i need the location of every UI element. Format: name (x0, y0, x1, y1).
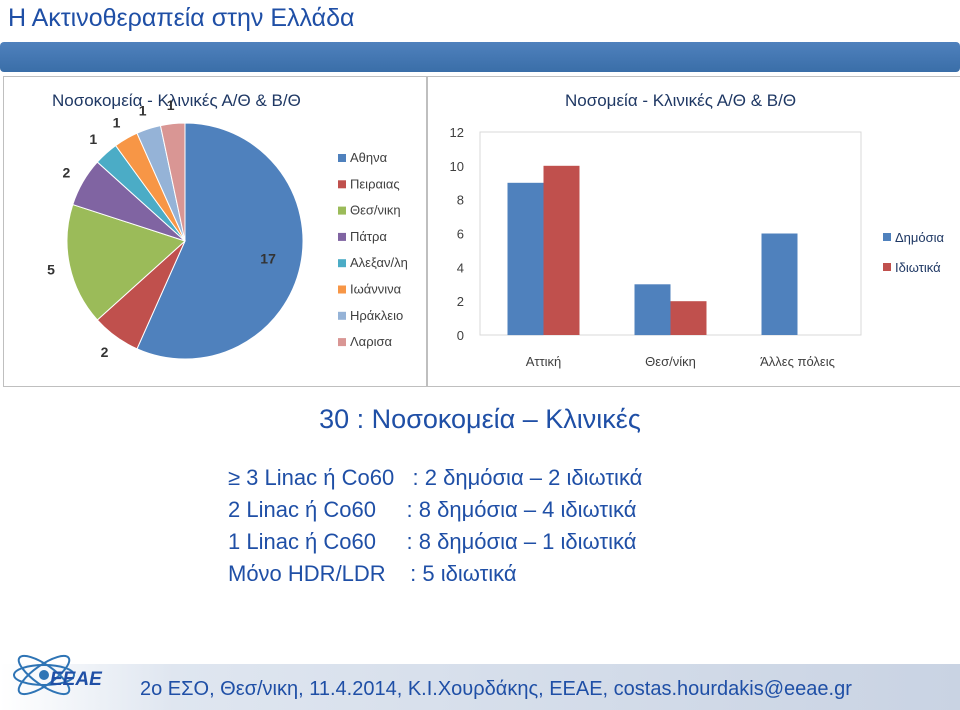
pie-data-label: 1 (139, 103, 147, 119)
pie-chart: Νοσοκομεία - Κλινικές Α/Θ & Β/Θ 17252111… (47, 91, 408, 360)
logo-text: ΕΕΑΕ (50, 669, 103, 690)
x-category-label: Άλλες πόλεις (760, 354, 835, 369)
pie-data-label: 2 (63, 165, 71, 181)
atom-icon (13, 654, 75, 696)
bar (543, 165, 580, 335)
pie-data-label: 1 (89, 131, 97, 147)
legend-label: Πειραιας (350, 176, 400, 191)
pie-slice (66, 203, 186, 321)
bar-chart-title: Νοσομεία - Κλινικές Α/Θ & Β/Θ (565, 91, 796, 110)
y-tick-label: 8 (457, 193, 464, 208)
legend-swatch (338, 154, 346, 162)
legend-label: Αθηνα (350, 150, 388, 165)
pie-data-label: 17 (260, 251, 276, 267)
legend-label: Ηράκλειο (350, 308, 403, 323)
bar (670, 301, 707, 335)
bar (634, 284, 671, 336)
summary-lines: ≥ 3 Linac ή Co60 : 2 δημόσια – 2 ιδιωτικ… (228, 462, 642, 590)
bar-chart-panel: Νοσομεία - Κλινικές Α/Θ & Β/Θ 0 2 4 6 8 10 12 … (427, 76, 960, 387)
summary-heading: 30 : Νοσοκομεία – Κλινικές (319, 404, 641, 434)
pie-data-label: 1 (167, 97, 175, 113)
legend-swatch (338, 311, 346, 320)
y-tick-label: 10 (450, 159, 464, 174)
legend-label: Ιδιωτικά (895, 260, 941, 275)
y-tick-label: 6 (457, 227, 464, 242)
pie-data-label: 1 (113, 114, 121, 130)
y-tick-label: 2 (457, 294, 464, 309)
pie-chart-panel: Νοσοκομεία - Κλινικές Α/Θ & Β/Θ 17 2 5 2 1 1 1… (3, 76, 427, 387)
legend-swatch (338, 338, 346, 347)
eeae-logo: ΕΕΑΕ (13, 654, 103, 696)
legend-swatch (883, 233, 891, 241)
pie-data-label: 5 (47, 262, 55, 278)
slide-title: Η Ακτινοθεραπεία στην Ελλάδα (8, 4, 355, 32)
x-category-label: Αττική (526, 354, 562, 369)
legend-label: Δημόσια (895, 230, 945, 245)
summary-line: 1 Linac ή Co60 : 8 δημόσια – 1 ιδιωτικά (228, 529, 637, 554)
summary-line: 2 Linac ή Co60 : 8 δημόσια – 4 ιδιωτικά (228, 497, 637, 522)
y-tick-label: 12 (450, 125, 464, 140)
legend-label: Αλεξαν/λη (350, 255, 408, 270)
summary-line: ≥ 3 Linac ή Co60 : 2 δημόσια – 2 ιδιωτικ… (228, 465, 643, 490)
pie-chart-title: Νοσοκομεία - Κλινικές Α/Θ & Β/Θ (52, 91, 301, 110)
legend-label: Πάτρα (350, 229, 387, 244)
legend-swatch (338, 206, 346, 215)
y-tick-label: 4 (457, 260, 464, 275)
x-category-label: Θεσ/νίκη (645, 354, 696, 369)
pie-slice (136, 122, 304, 360)
pie-slice (159, 122, 186, 242)
pie-data-label: 2 (101, 344, 109, 360)
bar (507, 182, 544, 336)
legend-swatch (883, 263, 891, 271)
legend-label: Λαρισα (350, 334, 393, 349)
legend-label: Ιωάννινα (350, 282, 402, 297)
summary-line: Μόνο HDR/LDR : 5 ιδιωτικά (228, 561, 517, 586)
y-tick-label: 0 (457, 328, 464, 343)
footer-bar (0, 664, 960, 710)
legend-swatch (338, 285, 346, 294)
legend-label: Θεσ/νικη (350, 203, 401, 218)
bar (761, 233, 798, 335)
footer-text: 2ο ΕΣΟ, Θεσ/νικη, 11.4.2014, Κ.Ι.Χουρδάκ… (140, 678, 852, 700)
legend-swatch (338, 259, 346, 268)
bar-chart: Νοσομεία - Κλινικές Α/Θ & Β/Θ 024681012 … (450, 91, 945, 369)
legend-swatch (338, 232, 346, 241)
title-bar (0, 42, 960, 72)
legend-swatch (338, 180, 346, 189)
